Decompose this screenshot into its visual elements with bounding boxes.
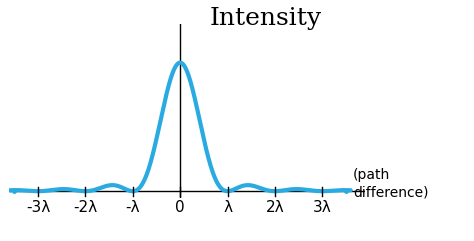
Text: (path
difference): (path difference) (353, 168, 428, 199)
Text: Intensity: Intensity (210, 7, 321, 30)
